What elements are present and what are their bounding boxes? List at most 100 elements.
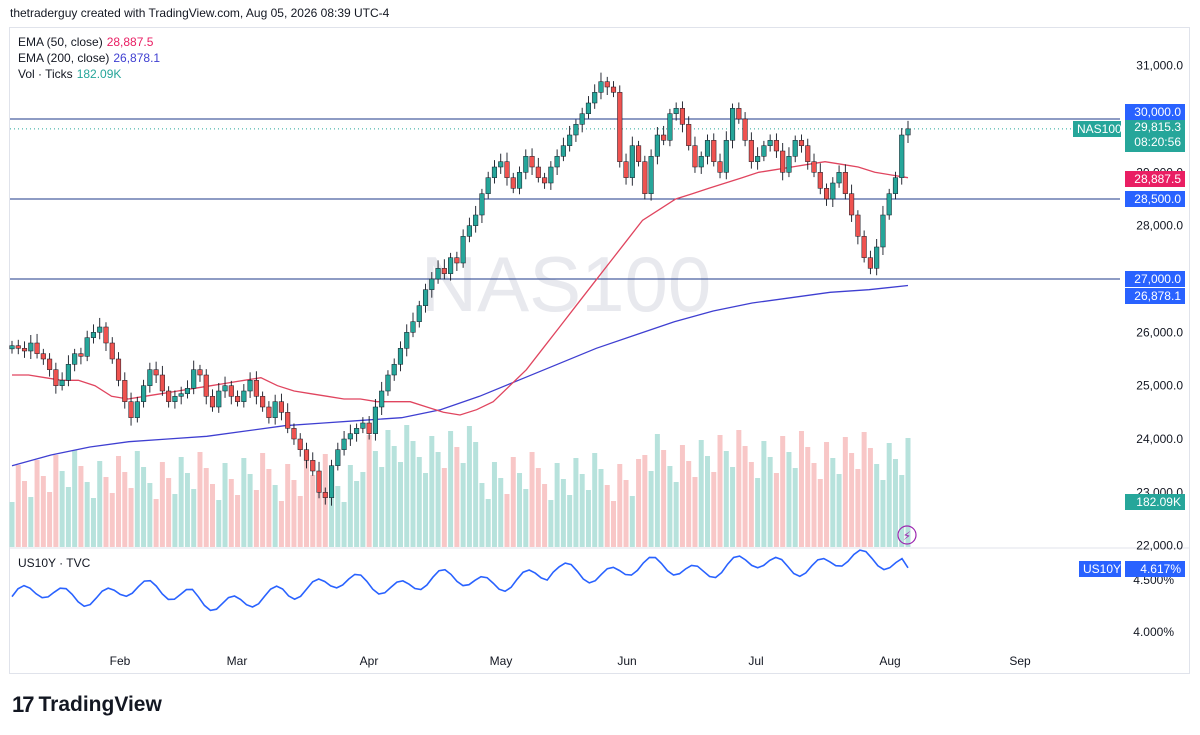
candle-body [473, 214, 479, 226]
volume-bar [341, 502, 347, 547]
volume-bar [247, 474, 253, 547]
candle-body [153, 369, 159, 376]
volume-bar [397, 462, 403, 547]
volume-bar [404, 425, 410, 547]
volume-bar [335, 486, 341, 547]
candle-body [516, 172, 523, 189]
main-legend: EMA (50, close) 28,887.5 EMA (200, close)… [18, 34, 160, 82]
volume-bar [811, 463, 817, 547]
volume-bar [617, 464, 623, 547]
us10y-symbol-tag: US10Y [1079, 561, 1121, 577]
candle-body [523, 156, 529, 173]
volume-bar [905, 438, 911, 547]
time-axis-label: May [490, 654, 513, 668]
candle-body [448, 257, 454, 274]
candle-body [899, 134, 905, 178]
volume-bar [717, 435, 723, 547]
volume-bar [310, 475, 316, 547]
candle-body [84, 337, 90, 357]
candle-body [47, 358, 53, 370]
volume-bar [366, 435, 372, 547]
volume-bar [855, 469, 861, 547]
candle-body [742, 118, 748, 141]
volume-bar [134, 451, 140, 547]
ema200-tag: 26,878.1 [1125, 288, 1185, 304]
volume-bar [429, 436, 435, 547]
volume-bar [504, 494, 510, 547]
candle-body [542, 177, 548, 184]
candle-body [285, 412, 291, 429]
volume-bar [798, 431, 804, 547]
candle-body [266, 406, 272, 418]
candle-body [166, 390, 172, 402]
volume-bar [498, 478, 504, 547]
price-axis-tick: 25,000.0 [1136, 379, 1183, 393]
candle-body [861, 236, 867, 258]
candle-body [422, 289, 429, 306]
legend-ema200[interactable]: EMA (200, close) 26,878.1 [18, 51, 161, 65]
legend-us10y[interactable]: US10Y · TVC [18, 556, 91, 570]
candle-body [717, 161, 723, 173]
lightning-icon-ring[interactable] [897, 525, 917, 545]
candle-body [454, 257, 460, 264]
volume-bar [642, 455, 648, 547]
legend-ema50[interactable]: EMA (50, close) 28,887.5 [18, 35, 154, 49]
volume-bar [266, 469, 272, 547]
volume-bar [629, 496, 635, 547]
candle-body [278, 401, 284, 413]
volume-bar [704, 456, 710, 547]
volume-bar [880, 480, 886, 547]
candle-body [842, 172, 848, 194]
candle-body [347, 433, 353, 440]
candle-body [366, 422, 372, 434]
tradingview-logo-icon: 17 [12, 692, 35, 717]
volume-bar [197, 452, 203, 547]
candle-body [28, 342, 34, 352]
volume-bar [354, 481, 360, 547]
volume-bar [272, 485, 278, 547]
volume-bar [861, 432, 867, 547]
candle-body [629, 145, 635, 178]
volume-bar [385, 430, 391, 547]
candle-body [303, 449, 310, 461]
candle-body [679, 108, 685, 125]
volume-bar [830, 458, 836, 547]
time-axis-label: Jun [617, 654, 636, 668]
volume-bar [34, 460, 40, 547]
legend-volume[interactable]: Vol · Ticks 182.09K [18, 67, 122, 81]
volume-bar [360, 472, 366, 547]
volume-bar [886, 443, 892, 547]
volume-bar [686, 461, 692, 547]
candle-body [767, 140, 773, 146]
candle-body [397, 348, 404, 365]
candle-body [780, 150, 786, 173]
volume-bar [485, 499, 491, 547]
volume-bar [423, 473, 429, 547]
volume-bar [592, 453, 598, 547]
volume-bar [28, 497, 34, 547]
candle-body [811, 161, 817, 173]
candle-body [692, 145, 698, 168]
candle-body [592, 92, 598, 104]
candle-body [21, 348, 28, 352]
time-axis-label: Sep [1009, 654, 1031, 668]
volume-tag: 182.09K [1125, 494, 1185, 510]
level-27000-tag: 27,000.0 [1125, 271, 1185, 287]
candle-body [817, 172, 823, 189]
tradingview-brand[interactable]: 17 TradingView [12, 692, 162, 718]
candle-body [798, 140, 805, 146]
candle-body [260, 396, 266, 408]
candle-body [197, 369, 203, 376]
volume-bar [517, 473, 523, 547]
candle-body [109, 342, 115, 360]
volume-bar [736, 430, 742, 547]
candle-body [354, 428, 360, 434]
brand-name: TradingView [38, 693, 162, 716]
lightning-icon[interactable]: ⚡ [903, 529, 911, 543]
time-axis-label: Aug [879, 654, 900, 668]
candle-body [529, 156, 535, 168]
candle-body [711, 140, 717, 162]
price-axis-tick: 28,000.0 [1136, 219, 1183, 233]
candle-body [159, 374, 165, 392]
